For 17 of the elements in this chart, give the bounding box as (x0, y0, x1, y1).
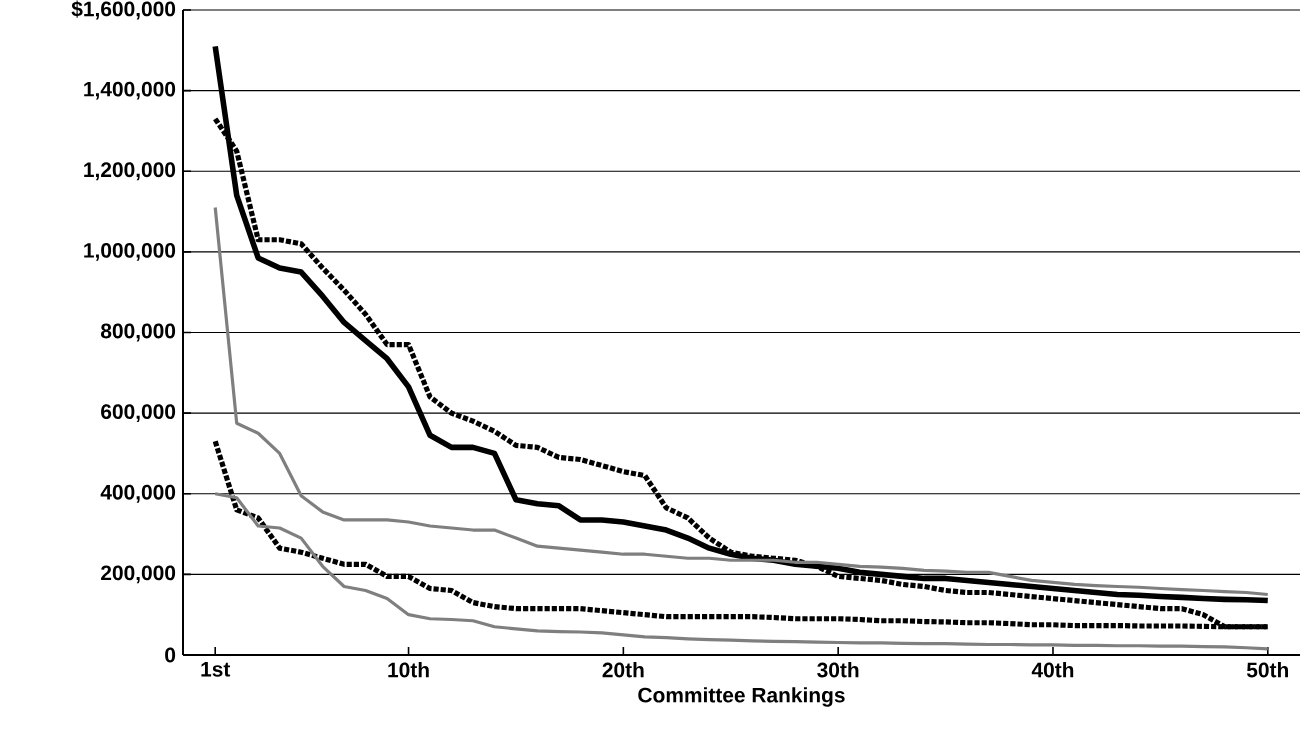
y-tick-label: 800,000 (100, 323, 176, 342)
line-series (213, 492, 1270, 651)
x-tick-label: 30th (817, 662, 859, 678)
y-tick-label: 600,000 (101, 404, 176, 423)
y-tick-label: $1,600,000 (71, 0, 176, 20)
x-tick-label: 1st (201, 662, 231, 677)
x-tick-label: 10th (388, 662, 429, 678)
y-tick-label: 1,000,000 (84, 242, 176, 261)
x-tick-label: 50th (1246, 662, 1288, 678)
y-tick-label: 200,000 (101, 565, 176, 584)
x-axis-title: Committee Rankings (638, 687, 845, 707)
y-tick-label: 400,000 (100, 484, 176, 503)
y-tick-label: 0 (165, 647, 176, 663)
y-tick-label: 1,400,000 (84, 81, 176, 100)
x-tick-label: 20th (602, 662, 644, 678)
y-tick-label: 1,200,000 (84, 162, 176, 181)
x-tick-label: 40th (1031, 662, 1074, 678)
